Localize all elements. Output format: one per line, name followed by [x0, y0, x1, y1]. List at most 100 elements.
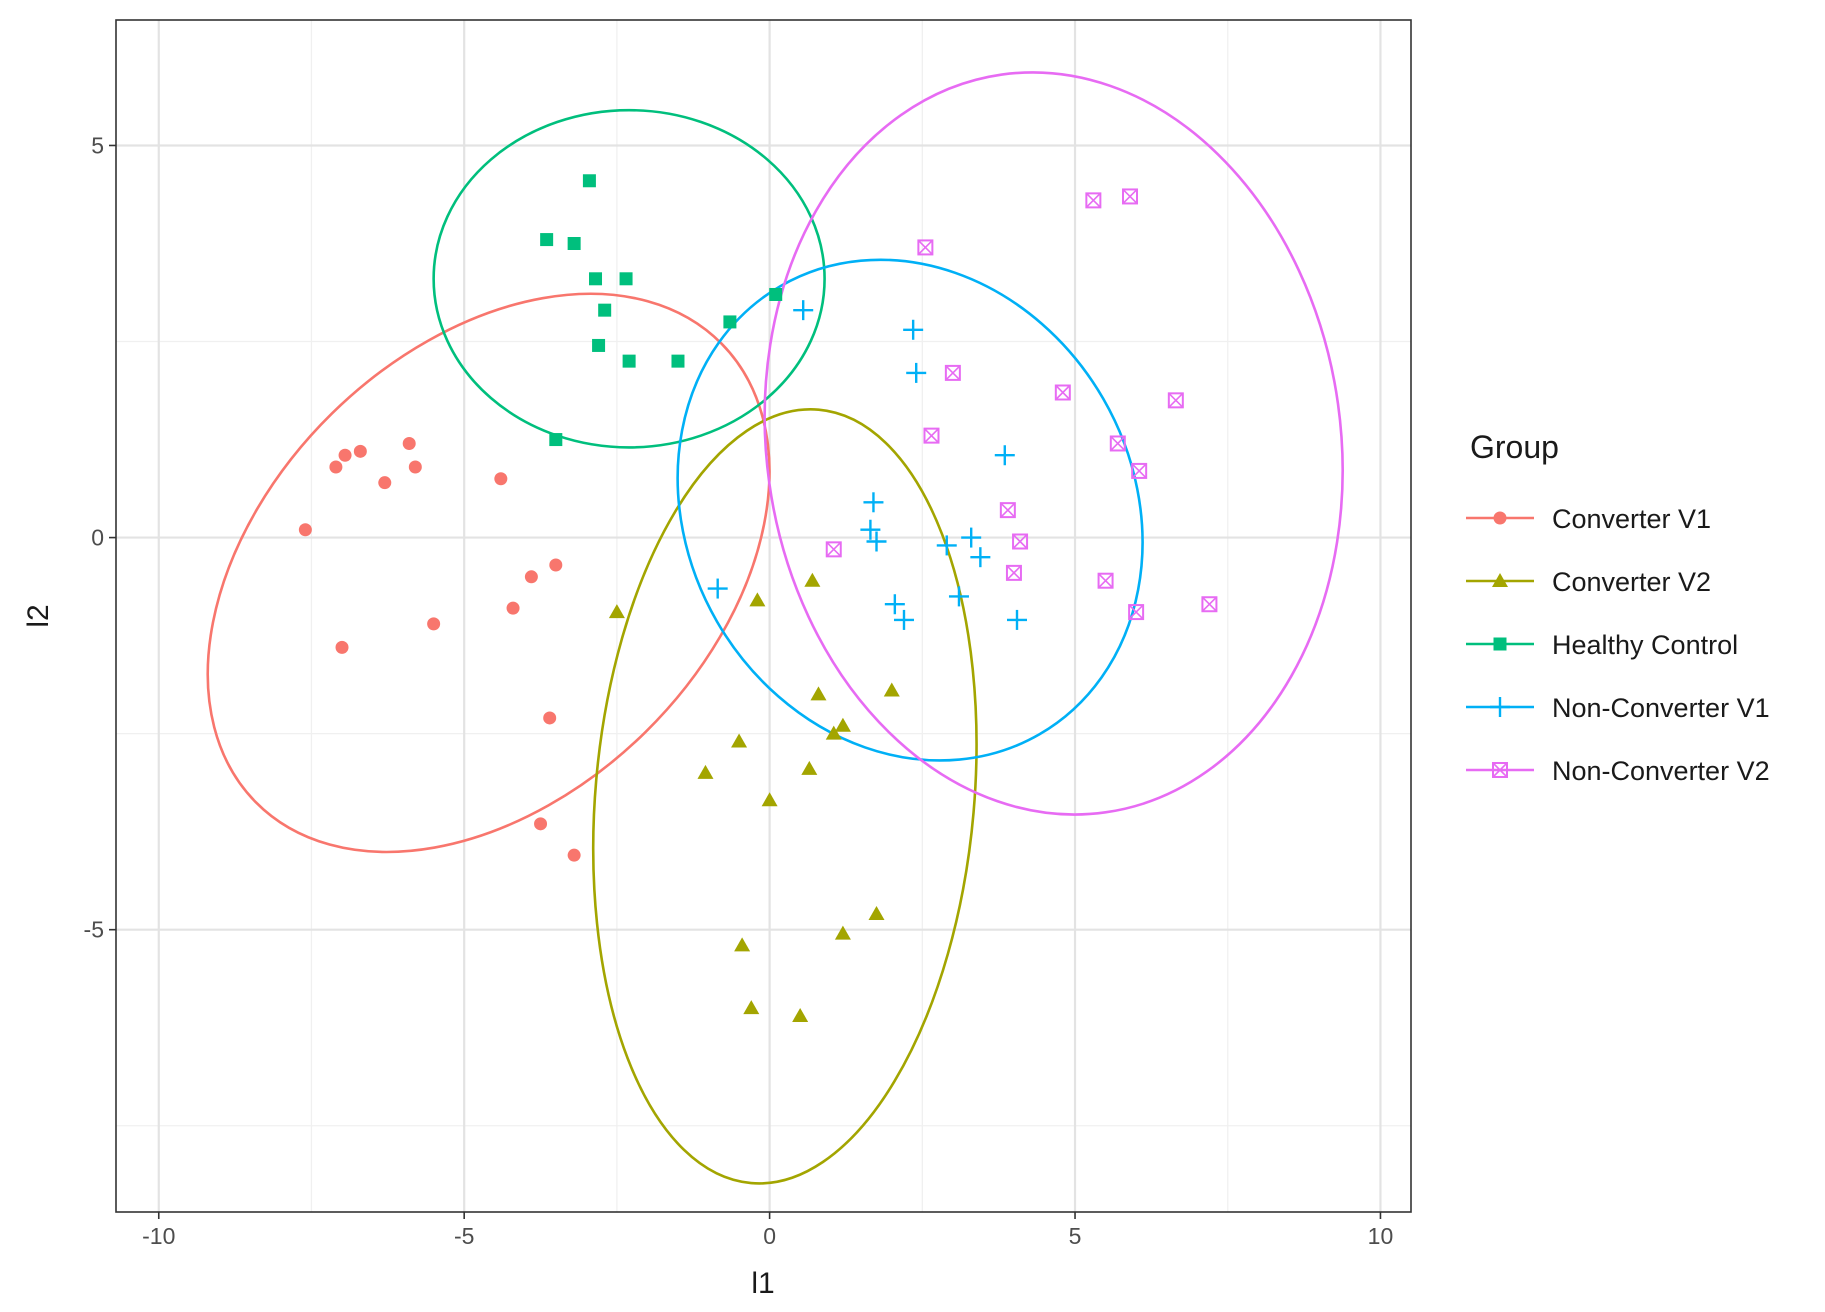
- point-converter-v1: [329, 460, 343, 474]
- point-non-converter-v2: [1128, 604, 1145, 621]
- point-healthy-control: [589, 272, 603, 286]
- point-converter-v2: [734, 937, 751, 952]
- ellipse-converter-v1: [206, 292, 771, 854]
- point-non-converter-v2: [944, 364, 961, 381]
- point-converter-v1: [534, 817, 548, 831]
- point-non-converter-v2: [1097, 572, 1114, 589]
- point-healthy-control: [598, 303, 612, 317]
- point-non-converter-v1: [906, 362, 927, 383]
- point-non-converter-v2: [923, 427, 940, 444]
- point-non-converter-v2: [999, 502, 1016, 519]
- point-converter-v1: [494, 472, 508, 486]
- point-converter-v2: [868, 906, 885, 920]
- point-non-converter-v1: [970, 547, 991, 568]
- point-non-converter-v1: [893, 609, 914, 630]
- x-axis-title: l1: [751, 1267, 774, 1300]
- point-converter-v2: [804, 572, 821, 587]
- y-tick-label: 0: [91, 525, 104, 551]
- ellipse-non-converter-v1: [676, 258, 1144, 762]
- point-non-converter-v1: [793, 300, 814, 321]
- point-non-converter-v1: [903, 319, 924, 340]
- legend-entry-non-converter-v1: Non-Converter V1: [1466, 693, 1770, 723]
- point-converter-v1: [408, 460, 422, 474]
- x-tick-label: -10: [142, 1223, 175, 1249]
- ellipse-healthy-control: [432, 108, 826, 449]
- point-healthy-control: [592, 338, 606, 352]
- point-healthy-control: [723, 315, 737, 329]
- point-healthy-control: [540, 233, 554, 247]
- data-points: [298, 174, 1218, 1022]
- point-non-converter-v2: [1167, 392, 1184, 409]
- point-converter-v1: [524, 570, 538, 584]
- point-converter-v2: [608, 604, 625, 619]
- point-converter-v2: [801, 760, 818, 775]
- point-non-converter-v1: [994, 445, 1015, 466]
- point-non-converter-v1: [936, 535, 957, 556]
- legend-key-marker: [1492, 762, 1508, 778]
- point-non-converter-v2: [917, 239, 934, 256]
- y-axis-title: l2: [22, 604, 55, 627]
- point-non-converter-v2: [1122, 188, 1139, 205]
- point-non-converter-v1: [707, 578, 728, 599]
- point-non-converter-v1: [1007, 609, 1028, 630]
- legend-entry-non-converter-v2: Non-Converter V2: [1466, 756, 1770, 786]
- point-non-converter-v2: [1131, 462, 1148, 479]
- point-converter-v1: [335, 640, 349, 654]
- legend-label: Healthy Control: [1552, 630, 1738, 660]
- point-converter-v1: [567, 848, 581, 862]
- ellipse-converter-v2: [591, 408, 978, 1185]
- point-non-converter-v1: [866, 531, 887, 552]
- y-tick-label: 5: [91, 132, 104, 158]
- legend-key-marker: [1492, 573, 1508, 587]
- point-converter-v2: [834, 925, 851, 940]
- point-converter-v1: [543, 711, 557, 725]
- point-non-converter-v1: [863, 492, 884, 513]
- point-non-converter-v1: [948, 586, 969, 607]
- legend-key-marker: [1490, 697, 1510, 717]
- x-tick-label: 5: [1069, 1223, 1082, 1249]
- legend-label: Non-Converter V2: [1552, 756, 1770, 786]
- point-converter-v1: [378, 476, 392, 490]
- x-tick-label: 10: [1368, 1223, 1394, 1249]
- point-non-converter-v1: [961, 527, 982, 548]
- ellipse-non-converter-v2: [763, 71, 1344, 816]
- point-converter-v1: [427, 617, 441, 631]
- legend-entry-converter-v2: Converter V2: [1466, 567, 1711, 597]
- y-tick-label: -5: [84, 917, 104, 943]
- legend-key-marker: [1493, 511, 1507, 525]
- point-non-converter-v2: [1109, 435, 1126, 452]
- legend-title: Group: [1470, 429, 1559, 465]
- point-converter-v2: [825, 725, 842, 740]
- point-non-converter-v1: [860, 519, 881, 540]
- point-converter-v1: [338, 448, 352, 462]
- point-healthy-control: [671, 354, 685, 368]
- plot-panel-border: [115, 19, 1412, 1213]
- point-converter-v1: [298, 523, 312, 537]
- legend-label: Converter V2: [1552, 567, 1711, 597]
- y-axis: -5 0 5: [84, 132, 116, 943]
- legend-entry-healthy-control: Healthy Control: [1466, 630, 1738, 660]
- point-converter-v2: [731, 733, 748, 748]
- point-healthy-control: [619, 272, 633, 286]
- point-non-converter-v2: [1085, 192, 1102, 209]
- point-non-converter-v2: [1005, 564, 1022, 581]
- point-converter-v2: [743, 1000, 760, 1015]
- point-converter-v2: [834, 717, 851, 732]
- legend-label: Converter V1: [1552, 504, 1711, 534]
- x-axis: -10 -5 0 5 10: [142, 1212, 1393, 1249]
- point-converter-v2: [792, 1007, 809, 1022]
- point-healthy-control: [622, 354, 636, 368]
- point-converter-v2: [883, 682, 900, 697]
- x-tick-label: -5: [454, 1223, 474, 1249]
- point-healthy-control: [567, 237, 581, 250]
- point-non-converter-v2: [1012, 533, 1029, 550]
- grid-layer: [116, 20, 1411, 1212]
- point-converter-v1: [353, 444, 367, 458]
- point-non-converter-v2: [1054, 384, 1071, 401]
- point-converter-v2: [761, 792, 778, 807]
- point-non-converter-v2: [1201, 596, 1218, 613]
- point-converter-v1: [506, 601, 520, 615]
- point-healthy-control: [769, 287, 783, 301]
- legend-label: Non-Converter V1: [1552, 693, 1770, 723]
